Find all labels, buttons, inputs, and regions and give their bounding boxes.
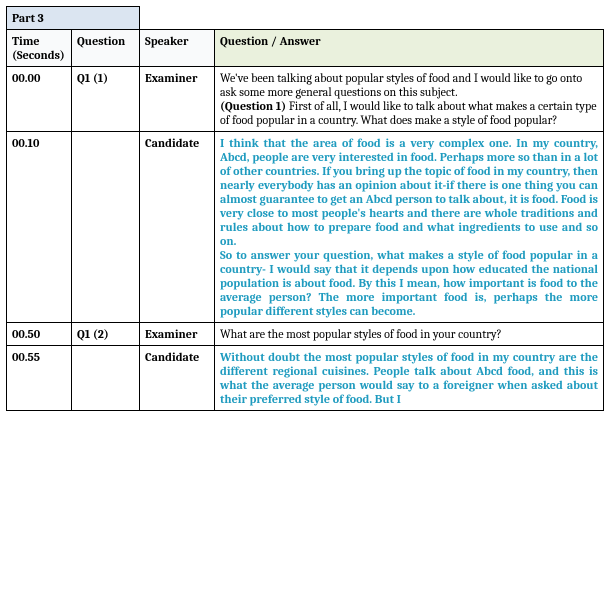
qa-para-2: So to answer your question, what makes a…: [220, 248, 598, 318]
qa-cell-candidate: Without doubt the most popular styles of…: [215, 346, 604, 411]
part-label: Part 3: [7, 7, 140, 30]
speaker-cell: Examiner: [140, 323, 215, 346]
speaker-cell: Candidate: [140, 346, 215, 411]
time-cell: 00.00: [7, 67, 72, 132]
col-time-header: Time (Seconds): [7, 30, 72, 67]
table-row: 00.10 Candidate I think that the area of…: [7, 132, 604, 323]
question-cell: [72, 132, 140, 323]
column-header-row: Time (Seconds) Question Speaker Question…: [7, 30, 604, 67]
qa-cell: We've been talking about popular styles …: [215, 67, 604, 132]
speaker-cell: Candidate: [140, 132, 215, 323]
col-question-header: Question: [72, 30, 140, 67]
part-header-row: Part 3: [7, 7, 604, 30]
qa-text-pre: We've been talking about popular styles …: [220, 71, 582, 99]
qa-para-1: I think that the area of food is a very …: [220, 136, 598, 248]
time-cell: 00.10: [7, 132, 72, 323]
empty-cell: [140, 7, 215, 30]
transcript-table: Part 3 Time (Seconds) Question Speaker Q…: [6, 6, 604, 411]
qa-text-bold: (Question 1): [220, 99, 289, 113]
time-cell: 00.55: [7, 346, 72, 411]
question-cell: [72, 346, 140, 411]
table-row: 00.00 Q1 (1) Examiner We've been talking…: [7, 67, 604, 132]
empty-cell: [215, 7, 604, 30]
time-cell: 00.50: [7, 323, 72, 346]
col-speaker-header: Speaker: [140, 30, 215, 67]
question-cell: Q1 (2): [72, 323, 140, 346]
qa-cell: What are the most popular styles of food…: [215, 323, 604, 346]
qa-cell-candidate: I think that the area of food is a very …: [215, 132, 604, 323]
col-qa-header: Question / Answer: [215, 30, 604, 67]
question-cell: Q1 (1): [72, 67, 140, 132]
table-row: 00.55 Candidate Without doubt the most p…: [7, 346, 604, 411]
table-row: 00.50 Q1 (2) Examiner What are the most …: [7, 323, 604, 346]
speaker-cell: Examiner: [140, 67, 215, 132]
